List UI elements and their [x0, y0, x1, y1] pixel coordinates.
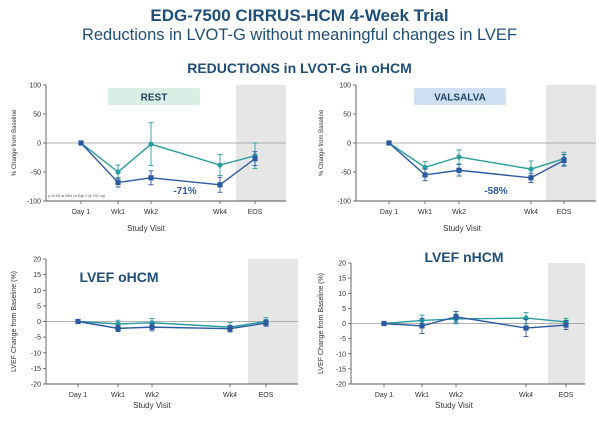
- data-point: [422, 172, 428, 178]
- chart-title: LVEF oHCM: [79, 269, 158, 285]
- section-title: REDUCTIONS in LVOT-G in oHCM: [187, 60, 412, 76]
- y-tick-label: 5: [342, 306, 346, 313]
- data-point: [75, 318, 81, 325]
- x-tick-label: Wk4: [223, 392, 237, 399]
- x-tick-label: EOS: [248, 209, 263, 216]
- chart-title: LVEF nHCM: [424, 249, 503, 265]
- data-point: [263, 320, 269, 326]
- data-point: [227, 326, 233, 332]
- y-tick-label: -5: [340, 336, 346, 343]
- y-tick-label: -10: [31, 350, 41, 357]
- x-tick-label: EOS: [559, 392, 574, 399]
- data-point: [115, 169, 121, 175]
- data-point: [453, 314, 459, 320]
- x-tick-label: Wk4: [519, 392, 533, 399]
- y-tick-label: -15: [336, 366, 346, 373]
- x-tick-label: Wk1: [111, 392, 125, 399]
- x-tick-label: Wk4: [213, 209, 227, 216]
- y-tick-label: -50: [31, 170, 41, 177]
- y-tick-label: -20: [31, 382, 41, 389]
- y-tick-label: 20: [33, 257, 41, 264]
- x-tick-label: Wk2: [144, 209, 158, 216]
- data-point: [115, 325, 121, 331]
- y-tick-label: -10: [336, 351, 346, 358]
- badge-box: [414, 88, 506, 105]
- y-tick-label: -50: [341, 170, 351, 177]
- x-tick-label: Wk2: [452, 209, 466, 216]
- x-axis-label: Study Visit: [443, 224, 481, 233]
- y-tick-label: 0: [37, 141, 41, 148]
- x-tick-label: Wk2: [449, 392, 463, 399]
- data-point: [149, 324, 155, 330]
- y-tick-label: 100: [29, 83, 41, 90]
- badge-label: VALSALVA: [434, 93, 486, 104]
- y-tick-label: 0: [347, 141, 351, 148]
- y-tick-label: 50: [343, 112, 351, 119]
- data-point: [149, 320, 155, 326]
- data-point: [456, 167, 462, 173]
- y-tick-label: 10: [33, 288, 41, 295]
- x-tick-label: Wk1: [415, 392, 429, 399]
- y-tick-label: -15: [31, 366, 41, 373]
- reduction-annotation: -71%: [173, 186, 196, 197]
- y-tick-label: 5: [37, 303, 41, 310]
- page-title: EDG-7500 CIRRUS-HCM 4-Week Trial: [150, 6, 449, 25]
- y-axis-label: LVEF Change from Baseline (%): [11, 271, 18, 372]
- y-tick-label: -100: [337, 199, 351, 206]
- footnote: p ≤0.05 at Wk4 vs Day 1 @ 100 mg: [47, 194, 105, 198]
- y-tick-label: 10: [338, 291, 346, 298]
- data-point: [148, 175, 154, 181]
- y-tick-label: 15: [33, 272, 41, 279]
- y-tick-label: 20: [338, 261, 346, 268]
- data-point: [561, 157, 567, 163]
- y-tick-label: 0: [342, 321, 346, 328]
- data-point: [419, 323, 425, 329]
- x-axis-label: Study Visit: [133, 401, 171, 410]
- x-axis-label: Study Visit: [127, 224, 165, 233]
- y-axis-label: % Change from Baseline: [12, 109, 18, 176]
- data-point: [381, 320, 387, 327]
- y-axis-label: % Change from Baseline: [319, 109, 325, 176]
- reduction-annotation: -58%: [484, 186, 507, 197]
- data-point: [217, 162, 223, 168]
- badge-label: REST: [141, 93, 168, 104]
- x-tick-label: Wk2: [145, 392, 159, 399]
- data-point: [217, 182, 223, 188]
- x-axis-label: Study Visit: [435, 401, 473, 410]
- y-axis-label: LVEF Change from Baseline (%): [318, 273, 325, 374]
- data-point: [563, 322, 569, 328]
- x-tick-label: EOS: [259, 392, 274, 399]
- y-tick-label: 100: [339, 83, 351, 90]
- y-tick-label: -5: [35, 335, 41, 342]
- data-point: [78, 140, 84, 146]
- data-point: [528, 166, 534, 172]
- series-line-teal: [383, 317, 567, 325]
- x-tick-label: Day 1: [69, 392, 87, 399]
- x-tick-label: EOS: [557, 209, 572, 216]
- data-point: [523, 325, 529, 331]
- y-tick-label: 0: [37, 319, 41, 326]
- x-tick-label: Wk4: [524, 209, 538, 216]
- badge-box: [108, 88, 200, 105]
- y-tick-label: 50: [33, 112, 41, 119]
- y-tick-label: -100: [27, 199, 41, 206]
- y-tick-label: 15: [338, 276, 346, 283]
- series-line-teal: [80, 142, 256, 173]
- data-point: [456, 154, 462, 160]
- page-subtitle: Reductions in LVOT-G without meaningful …: [81, 26, 518, 44]
- series-line-teal: [388, 142, 565, 170]
- x-tick-label: Day 1: [72, 209, 90, 216]
- x-tick-label: Wk1: [418, 209, 432, 216]
- data-point: [386, 140, 392, 146]
- data-point: [115, 179, 121, 186]
- x-tick-label: Wk1: [111, 209, 125, 216]
- data-point: [148, 141, 154, 147]
- data-point: [252, 156, 258, 162]
- x-tick-label: Day 1: [380, 209, 398, 216]
- y-tick-label: -20: [336, 382, 346, 389]
- data-point: [528, 175, 534, 181]
- x-tick-label: Day 1: [375, 392, 393, 399]
